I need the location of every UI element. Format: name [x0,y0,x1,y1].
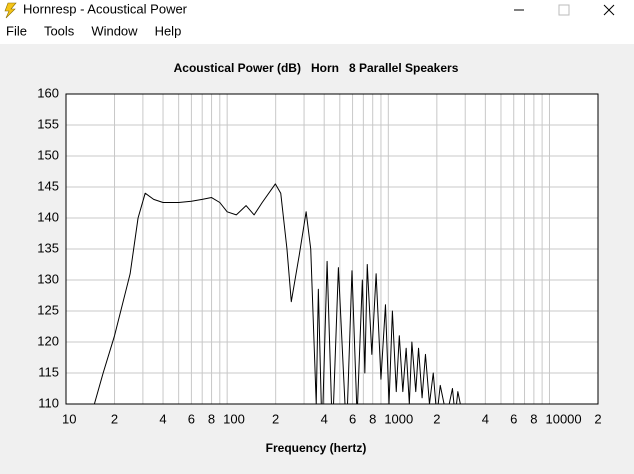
chart-title: Acoustical Power (dB) Horn 8 Parallel Sp… [174,61,459,75]
x-tick-label: 4 [482,411,489,426]
response-curve [93,183,466,404]
y-tick-label: 120 [37,333,59,348]
x-tick-label: 6 [510,411,517,426]
x-tick-label: 2 [111,411,118,426]
x-tick-label: 6 [188,411,195,426]
x-tick-label: 2 [433,411,440,426]
y-tick-label: 160 [37,85,59,100]
menu-item[interactable]: File [6,23,27,38]
x-tick-label: 6 [349,411,356,426]
x-tick-label: 100 [223,411,245,426]
y-tick-label: 125 [37,302,59,317]
x-tick-label: 4 [321,411,328,426]
x-tick-label: 1000 [384,411,413,426]
x-tick-label: 10000 [545,411,581,426]
y-tick-label: 145 [37,178,59,193]
y-tick-label: 110 [38,395,59,410]
y-tick-label: 150 [37,147,59,162]
maximize-button[interactable] [558,4,570,16]
title-and-menu-bar [0,0,634,44]
y-tick-label: 155 [37,116,59,131]
plot [93,183,466,404]
x-tick-label: 8 [369,411,376,426]
x-tick-label: 8 [530,411,537,426]
x-tick-label: 2 [594,411,601,426]
x-tick-label: 8 [208,411,215,426]
x-tick-label: 2 [272,411,279,426]
plot-frame [65,93,599,405]
menu-bar: File Tools Window Help [6,23,181,38]
y-tick-label: 115 [38,364,59,379]
x-tick-label: 10 [62,411,76,426]
app-icon [4,2,17,19]
close-button[interactable] [603,4,615,16]
x-tick-label: 4 [159,411,166,426]
menu-item[interactable]: Help [155,23,182,38]
window-title: Hornresp - Acoustical Power [23,1,188,16]
y-tick-label: 140 [37,209,59,224]
y-tick-label: 135 [37,240,59,255]
menu-item[interactable]: Tools [44,23,75,38]
menu-item[interactable]: Window [91,23,138,38]
x-axis-label: Frequency (hertz) [266,441,367,455]
y-tick-label: 130 [37,271,59,286]
